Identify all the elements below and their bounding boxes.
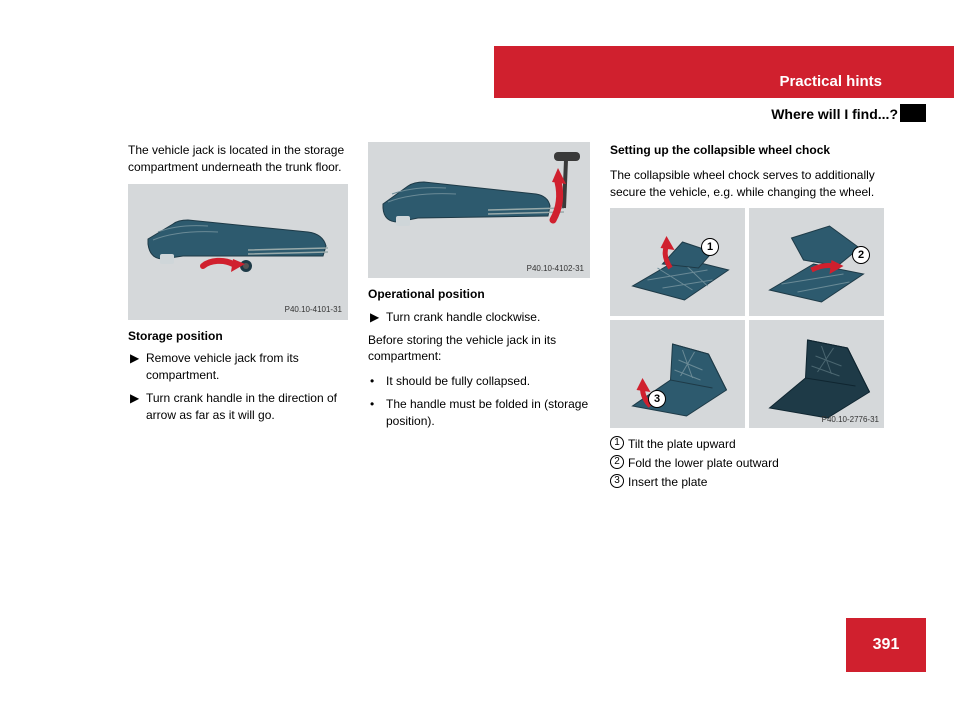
- step-line: 2Fold the lower plate outward: [610, 455, 884, 472]
- bullet-icon: •: [370, 373, 382, 390]
- header-bar: Practical hints: [494, 46, 954, 98]
- grid-label: P40.10-2776-31: [822, 414, 879, 425]
- step-num: 1: [610, 436, 624, 450]
- page-number: 391: [873, 636, 900, 654]
- page-number-badge: 391: [846, 618, 926, 672]
- chock-svg-3: [610, 320, 745, 428]
- col1-bullets: ▶Remove vehicle jack from its compartmen…: [128, 350, 348, 423]
- col2-caption: Operational position: [368, 286, 590, 303]
- header-title: Practical hints: [779, 73, 882, 90]
- list-item: ▶Turn crank handle in the direction of a…: [130, 390, 348, 424]
- col3-intro: The collapsible wheel chock serves to ad…: [610, 167, 884, 201]
- chock-svg-1: [610, 208, 745, 316]
- column-2: P40.10-4102-31 Operational position ▶Tur…: [368, 142, 590, 493]
- chock-cell-2: 2: [749, 208, 884, 316]
- list-item: •It should be fully collapsed.: [370, 373, 590, 390]
- chock-steps: 1Tilt the plate upward 2Fold the lower p…: [610, 436, 884, 490]
- step-line: 3Insert the plate: [610, 474, 884, 491]
- column-1: The vehicle jack is located in the stora…: [128, 142, 348, 493]
- chock-cell-3: 3: [610, 320, 745, 428]
- chock-svg-4: [749, 320, 884, 428]
- fig1-label: P40.10-4101-31: [285, 304, 342, 315]
- content-area: The vehicle jack is located in the stora…: [128, 142, 894, 493]
- col2-bullets: ▶Turn crank handle clockwise.: [368, 309, 590, 326]
- triangle-icon: ▶: [130, 390, 142, 424]
- figure-storage-position: P40.10-4101-31: [128, 184, 348, 320]
- triangle-icon: ▶: [130, 350, 142, 384]
- list-item: ▶Remove vehicle jack from its compartmen…: [130, 350, 348, 384]
- header-tab-marker: [900, 104, 926, 122]
- bullet-icon: •: [370, 396, 382, 430]
- figure-operational-position: P40.10-4102-31: [368, 142, 590, 278]
- chock-grid: 1 2 3: [610, 208, 884, 428]
- jack-operational-svg: [368, 142, 590, 278]
- col1-intro: The vehicle jack is located in the stora…: [128, 142, 348, 176]
- jack-storage-svg: [128, 184, 348, 320]
- chock-cell-4: P40.10-2776-31: [749, 320, 884, 428]
- subheader: Where will I find...?: [771, 106, 898, 122]
- list-item: •The handle must be folded in (storage p…: [370, 396, 590, 430]
- col1-caption: Storage position: [128, 328, 348, 345]
- col2-para: Before storing the vehicle jack in its c…: [368, 332, 590, 366]
- step-line: 1Tilt the plate upward: [610, 436, 884, 453]
- fig2-label: P40.10-4102-31: [527, 263, 584, 274]
- column-3: Setting up the collapsible wheel chock T…: [610, 142, 884, 493]
- triangle-icon: ▶: [370, 309, 382, 326]
- step-num: 2: [610, 455, 624, 469]
- list-item: ▶Turn crank handle clockwise.: [370, 309, 590, 326]
- col2-dots: •It should be fully collapsed. •The hand…: [368, 373, 590, 429]
- col3-title: Setting up the collapsible wheel chock: [610, 142, 884, 159]
- chock-cell-1: 1: [610, 208, 745, 316]
- step-num: 3: [610, 474, 624, 488]
